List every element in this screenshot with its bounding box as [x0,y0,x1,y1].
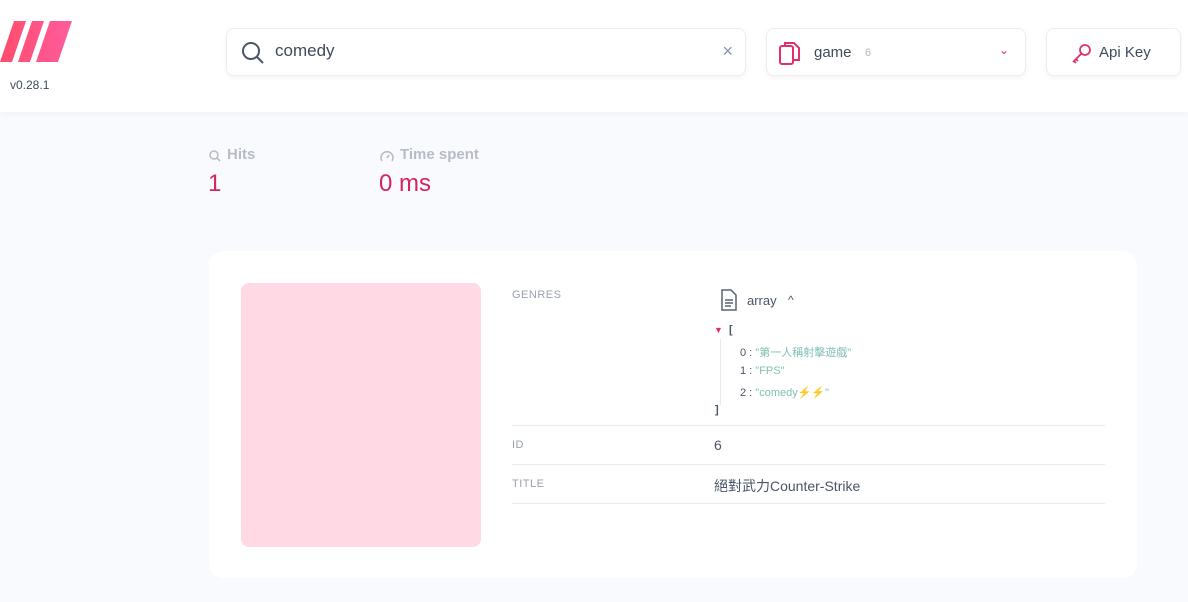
collapse-caret-icon[interactable]: ^ [788,293,794,307]
api-key-button[interactable]: Api Key [1046,28,1181,76]
field-name-id: ID [512,439,524,451]
time-value: 0 ms [379,170,432,197]
image-placeholder [241,283,481,547]
hits-icon [209,149,221,167]
search-input[interactable] [275,41,695,61]
search-box[interactable]: × [226,28,746,76]
divider [512,503,1105,504]
search-icon [241,41,265,70]
version: v0.28.1 [10,78,50,92]
clear-icon[interactable]: × [722,41,733,61]
meilisearch-logo[interactable] [0,20,75,69]
header: v0.28.1 × game 6 ⌄ Api Key [0,0,1188,112]
array-item: 0 : "第一人稱射擊遊戲" [740,347,852,359]
hits-label: Hits [227,146,256,163]
chevron-down-icon: ⌄ [998,43,1009,57]
document-icon [720,289,738,316]
divider [512,425,1105,426]
index-selector[interactable]: game 6 ⌄ [766,28,1026,76]
field-value-title: 絕對武力Counter-Strike [714,478,861,494]
array-item: 1 : "FPS" [740,365,785,377]
key-icon [1071,42,1093,69]
close-bracket: ] [715,404,719,416]
field-name-title: TITLE [512,478,545,490]
array-guide [720,339,721,405]
field-name-genres: GENRES [512,289,562,301]
gauge-icon [380,149,394,167]
time-label: Time spent [400,146,479,163]
triangle-down-icon[interactable]: ▼ [714,325,723,335]
divider [512,464,1105,465]
hits-value: 1 [208,170,222,197]
api-key-label: Api Key [1099,44,1151,61]
documents-icon [779,41,801,70]
array-item: 2 : "comedy⚡⚡" [740,387,830,399]
open-bracket: [ [729,324,733,336]
field-value-id: 6 [714,437,722,453]
index-name: game [814,44,852,61]
index-count: 6 [865,47,872,59]
genres-type[interactable]: array [747,293,777,308]
result-card: GENRES array ^ ▼ [ 0 : "第一人稱射擊遊戲" 1 : "F… [209,251,1137,578]
